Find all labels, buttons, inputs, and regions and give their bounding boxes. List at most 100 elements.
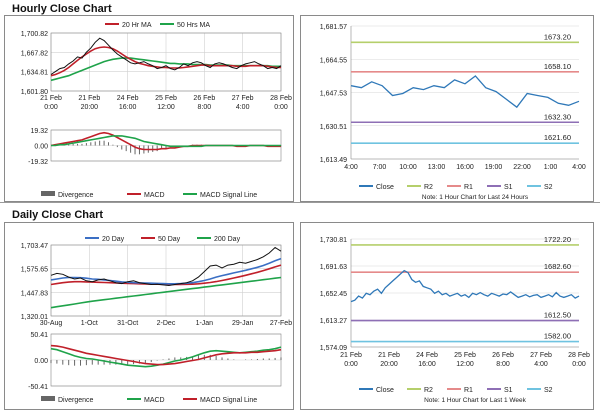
macd-y-tick: -50.41 <box>28 384 48 391</box>
price-plot-frame <box>50 244 282 317</box>
price-x-tick: 25 Feb <box>155 95 177 102</box>
macd-signal-line <box>51 135 281 148</box>
macd-legend-divergence-label: Divergence <box>58 192 94 199</box>
intraday-y-tick: 1,664.55 <box>320 57 347 64</box>
intraday-legend-item-3-label: S1 <box>504 387 513 394</box>
intraday-x-tick: 28 Feb <box>568 352 590 359</box>
price-series-close <box>50 246 282 287</box>
macd-legend-macd-label: MACD <box>144 397 165 404</box>
price-x-tick: 30-Aug <box>40 320 63 327</box>
intraday-x-tick: 13:00 <box>428 164 446 171</box>
price-x-tick: 1-Oct <box>81 320 98 327</box>
level-label-r1: 1682.60 <box>544 262 571 271</box>
intraday-y-tick: 1,630.51 <box>320 124 347 131</box>
daily-section-title: Daily Close Chart <box>12 209 104 221</box>
price-legend-item-0-label: 20 Hr MA <box>122 22 152 29</box>
intraday-x-tick: 24 Feb <box>416 352 438 359</box>
price-legend-item-2-label: 200 Day <box>214 236 241 243</box>
price-y-tick: 1,601.80 <box>21 89 48 96</box>
price-y-tick: 1,703.47 <box>21 243 48 250</box>
intraday-x-tick: 26 Feb <box>492 352 514 359</box>
price-x-tick: 31-Oct <box>117 320 138 327</box>
intraday-x-tick: 4:00 <box>572 164 586 171</box>
price-y-tick: 1,320.01 <box>21 314 48 321</box>
hourly-section-title: Hourly Close Chart <box>12 3 112 15</box>
intraday-y-tick: 1,730.81 <box>320 237 347 244</box>
price-x-tick-time: 20:00 <box>81 104 99 111</box>
macd-y-tick: 50.41 <box>30 332 48 339</box>
intraday-x-tick-time: 12:00 <box>456 361 474 368</box>
intraday-y-tick: 1,652.45 <box>320 291 347 298</box>
intraday-x-tick-time: 20:00 <box>380 361 398 368</box>
macd-legend-macd-label: MACD <box>144 192 165 199</box>
intraday-legend-item-2-label: R1 <box>464 184 473 191</box>
hourly-price-macd-chart: 20 Hr MA 50 Hrs MA 1,700.82 1,667.82 1,634.8… <box>21 22 292 199</box>
intraday-y-tick: 1,613.49 <box>320 157 347 164</box>
intraday-x-tick: 25 Feb <box>454 352 476 359</box>
intraday-x-tick-time: 0:00 <box>344 361 358 368</box>
intraday-close-line <box>350 75 580 109</box>
intraday-x-tick: 19:00 <box>485 164 503 171</box>
daily-price-macd-chart: 20 Day 50 Day 200 Day 1,703.47 1,575.65 1,447… <box>21 236 292 404</box>
macd-legend-signal-label: MACD Signal Line <box>200 397 257 404</box>
level-label-s2: 1582.00 <box>544 332 571 341</box>
macd-signal-line <box>50 344 282 366</box>
intraday-y-tick: 1,613.27 <box>320 318 347 325</box>
intraday-x-tick: 1:00 <box>544 164 558 171</box>
price-x-tick: 24 Feb <box>117 95 139 102</box>
price-series-ma20 <box>50 46 281 77</box>
macd-legend-divergence-swatch <box>41 191 55 196</box>
daily-weekly-chart: 1,730.81 1,691.63 1,652.45 1,613.27 1,574.09… <box>320 235 590 404</box>
intraday-legend-item-1-label: R2 <box>424 387 433 394</box>
price-x-tick: 1-Jan <box>196 320 214 327</box>
price-y-tick: 1,447.83 <box>21 290 48 297</box>
intraday-legend-item-0-label: Close <box>376 387 394 394</box>
price-plot-frame <box>50 32 282 92</box>
intraday-x-tick-time: 4:00 <box>534 361 548 368</box>
price-legend-item-1-label: 50 Day <box>158 236 181 243</box>
macd-legend-divergence-label: Divergence <box>58 397 94 404</box>
intraday-legend-item-2-label: R1 <box>464 387 473 394</box>
macd-legend-signal-label: MACD Signal Line <box>200 192 257 199</box>
hourly-right-panel: 1,681.57 1,664.55 1,647.53 1,630.51 1,613.49… <box>300 15 594 202</box>
intraday-x-tick-time: 16:00 <box>418 361 436 368</box>
macd-y-tick: 0.00 <box>34 358 48 365</box>
hourly-left-panel: 20 Hr MA 50 Hrs MA 1,700.82 1,667.82 1,634.8… <box>4 15 294 202</box>
intraday-note: Note: 1 Hour Chart for Last 24 Hours <box>422 194 529 201</box>
intraday-x-tick: 27 Feb <box>530 352 552 359</box>
intraday-close-line <box>350 269 580 303</box>
price-x-tick: 28 Feb <box>270 95 292 102</box>
intraday-legend-item-4-label: S2 <box>544 387 553 394</box>
hourly-intraday-chart: 1,681.57 1,664.55 1,647.53 1,630.51 1,613.49… <box>320 24 586 201</box>
daily-right-panel: 1,730.81 1,691.63 1,652.45 1,613.27 1,574.09… <box>300 222 594 410</box>
daily-left-panel: 20 Day 50 Day 200 Day 1,703.47 1,575.65 1,447… <box>4 222 294 410</box>
price-x-tick: 27 Feb <box>232 95 254 102</box>
price-x-tick: 29-Jan <box>232 320 254 327</box>
price-y-tick: 1,634.81 <box>21 70 48 77</box>
price-x-tick: 27-Feb <box>270 320 292 327</box>
price-y-tick: 1,575.65 <box>21 267 48 274</box>
intraday-x-tick: 21 Feb <box>340 352 362 359</box>
price-x-tick-time: 16:00 <box>119 104 137 111</box>
intraday-x-tick: 7:00 <box>373 164 387 171</box>
macd-y-tick: -19.32 <box>28 159 48 166</box>
intraday-x-tick-time: 8:00 <box>496 361 510 368</box>
price-x-tick: 21 Feb <box>40 95 62 102</box>
price-series-ma20 <box>50 257 282 285</box>
macd-legend-divergence-swatch <box>41 396 55 401</box>
intraday-legend-item-3-label: S1 <box>504 184 513 191</box>
macd-y-tick: 19.32 <box>30 128 48 135</box>
intraday-x-tick-time: 0:00 <box>572 361 586 368</box>
macd-y-tick: 0.00 <box>34 144 48 151</box>
price-x-tick: 2-Dec <box>157 320 176 327</box>
price-x-tick-time: 8:00 <box>198 104 212 111</box>
price-legend-item-0-label: 20 Day <box>102 236 125 243</box>
level-label-s1: 1612.50 <box>544 311 571 320</box>
price-x-tick-time: 12:00 <box>157 104 175 111</box>
price-series-close <box>50 37 282 75</box>
intraday-y-tick: 1,681.57 <box>320 24 347 31</box>
price-x-tick-time: 4:00 <box>236 104 250 111</box>
intraday-y-tick: 1,691.63 <box>320 264 347 271</box>
intraday-x-tick: 21 Feb <box>378 352 400 359</box>
price-x-tick: 21 Feb <box>78 95 100 102</box>
